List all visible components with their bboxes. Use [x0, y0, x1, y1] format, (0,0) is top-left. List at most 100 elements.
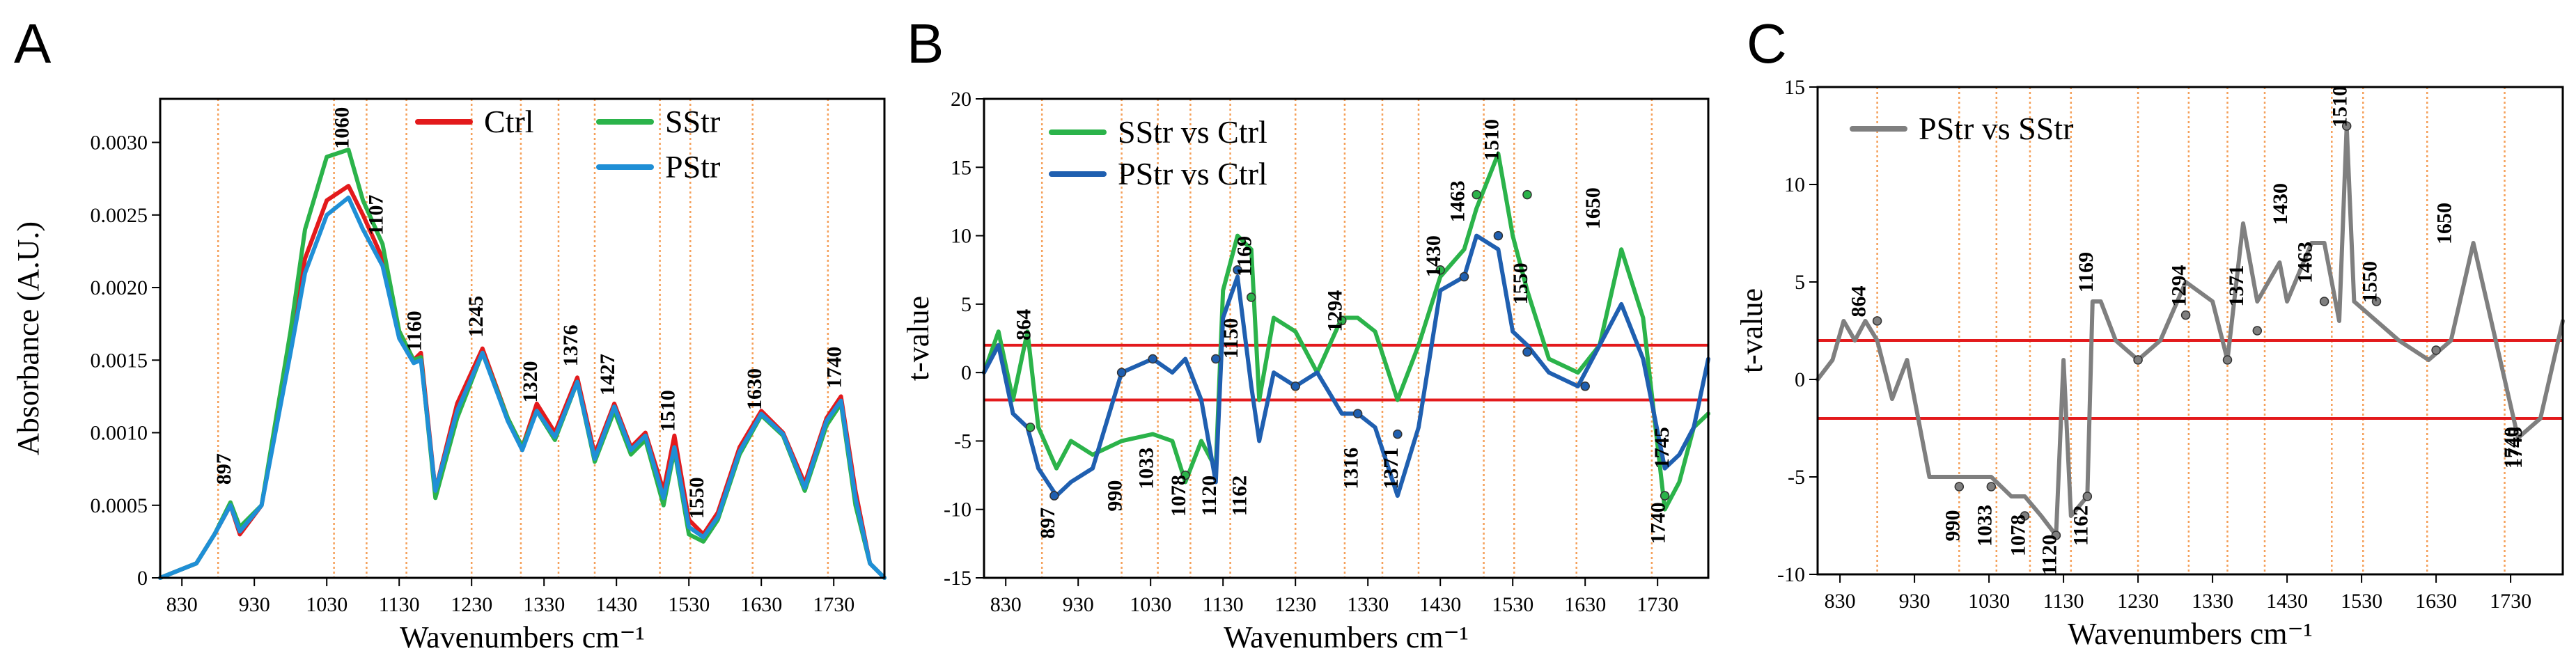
y-axis-title: Absorbance (A.U.): [11, 221, 45, 455]
x-tick-label: 1430: [1419, 593, 1461, 616]
data-point: [1352, 409, 1363, 418]
peak-label: 1510: [1480, 119, 1503, 161]
peak-label: 864: [1847, 286, 1870, 317]
peak-label: 1120: [1198, 476, 1221, 516]
x-tick-label: 930: [239, 593, 270, 616]
peak-label: 1120: [2038, 535, 2061, 575]
peak-label: 1060: [330, 107, 353, 149]
peak-label: 1169: [2075, 252, 2098, 292]
panel-letter: C: [1747, 13, 1787, 74]
peak-label: 1162: [1228, 476, 1251, 516]
x-tick-label: 1330: [523, 593, 565, 616]
series-line-pstr-vs-sstr: [1816, 124, 2565, 537]
x-tick-label: 1330: [1347, 593, 1389, 616]
data-point: [2051, 531, 2061, 540]
peak-label: 1078: [1167, 475, 1190, 517]
peak-label: 1107: [364, 195, 387, 235]
x-tick-label: 1430: [595, 593, 637, 616]
y-tick-label: 0.0020: [91, 276, 148, 299]
x-tick-label: 930: [1063, 593, 1094, 616]
data-point: [1660, 491, 1670, 501]
y-tick-label: -5: [954, 430, 971, 453]
series-line-pstr: [158, 195, 887, 580]
legend-label: PStr vs SStr: [1919, 111, 2073, 146]
peak-label: 1650: [2433, 203, 2456, 244]
y-tick-label: 10: [951, 225, 971, 248]
data-point: [1580, 382, 1590, 391]
peak-label: 897: [212, 453, 235, 485]
data-point: [1180, 470, 1190, 480]
y-tick-label: 0.0010: [91, 422, 148, 445]
x-tick-label: 1030: [306, 593, 348, 616]
peak-label: 1745: [1650, 427, 1673, 469]
legend-label: SStr: [665, 104, 720, 139]
x-tick-label: 830: [166, 593, 198, 616]
peak-label: 1160: [403, 311, 426, 351]
data-point: [1025, 423, 1036, 432]
y-tick-label: -10: [944, 498, 971, 521]
data-point: [1211, 354, 1221, 364]
x-axis-title: Wavenumbers cm⁻¹: [1224, 620, 1469, 654]
y-tick-label: 0: [1795, 368, 1805, 391]
peak-label: 1427: [596, 354, 619, 395]
x-tick-label: 1230: [451, 593, 492, 616]
peak-label: 1630: [743, 368, 766, 410]
y-tick-label: 20: [951, 88, 971, 111]
data-point: [1986, 482, 1997, 492]
data-point: [2319, 297, 2329, 306]
y-tick-label: 5: [961, 293, 971, 316]
plot-frame: [159, 97, 886, 579]
x-tick-label: 1030: [1968, 590, 2010, 613]
y-axis-title: t-value: [901, 296, 935, 381]
peak-label: 1150: [1219, 318, 1242, 359]
y-tick-label: 0: [961, 361, 971, 384]
legend: SStr vs Ctrl PStr vs Ctrl: [1049, 114, 1267, 191]
y-axis-title: t-value: [1735, 288, 1769, 373]
data-point: [2180, 310, 2191, 320]
peak-label: 1740: [1647, 502, 1670, 544]
x-tick-label: 830: [990, 593, 1022, 616]
panel-letter: B: [907, 13, 944, 74]
data-point: [1247, 292, 1256, 302]
peak-label: 1320: [519, 361, 542, 403]
y-tick-label: 5: [1795, 271, 1805, 294]
legend: PStr vs SStr: [1850, 111, 2073, 146]
data-point: [2252, 326, 2263, 336]
x-tick-label: 1630: [740, 593, 782, 616]
legend-label: SStr vs Ctrl: [1118, 114, 1267, 150]
data-point: [1337, 315, 1347, 326]
legend-label: Ctrl: [484, 104, 534, 139]
legend-label: PStr: [665, 149, 720, 184]
panel-b: B 864 897 990 1033 1078 1120 1150 1162 1169 1294 13…: [901, 13, 1710, 654]
x-tick-label: 830: [1825, 590, 1856, 613]
data-point: [2020, 511, 2030, 521]
y-tick-label: -10: [1777, 563, 1805, 586]
peak-label: 1740: [823, 347, 846, 388]
x-tick-label: 1230: [2117, 590, 2159, 613]
data-point: [1522, 347, 1532, 357]
peak-label: 1745: [2504, 427, 2527, 469]
y-tick-label: -15: [944, 567, 971, 590]
data-point: [2371, 297, 2382, 306]
peak-label: 1371: [1380, 448, 1403, 489]
x-tick-label: 1730: [813, 593, 854, 616]
data-point: [1872, 316, 1882, 326]
peak-label: 1169: [1233, 236, 1256, 276]
y-tick-label: 0.0005: [91, 494, 148, 517]
x-tick-label: 1130: [2043, 590, 2084, 613]
x-axis-title: Wavenumbers cm⁻¹: [2068, 617, 2313, 651]
peak-label: 1371: [2225, 265, 2248, 307]
y-tick-label: -5: [1788, 466, 1805, 489]
data-point: [1290, 382, 1300, 391]
legend: Ctrl SStr PStr: [415, 104, 720, 184]
peak-label: 897: [1036, 508, 1059, 539]
x-tick-label: 1530: [2341, 590, 2382, 613]
y-tick-label: 0.0030: [91, 132, 148, 155]
data-point: [1459, 272, 1469, 282]
x-tick-label: 1630: [1564, 593, 1606, 616]
peak-label: 1463: [1446, 180, 1469, 222]
x-tick-label: 1530: [1492, 593, 1533, 616]
peak-label: 990: [1104, 480, 1127, 512]
data-point: [1493, 230, 1504, 241]
